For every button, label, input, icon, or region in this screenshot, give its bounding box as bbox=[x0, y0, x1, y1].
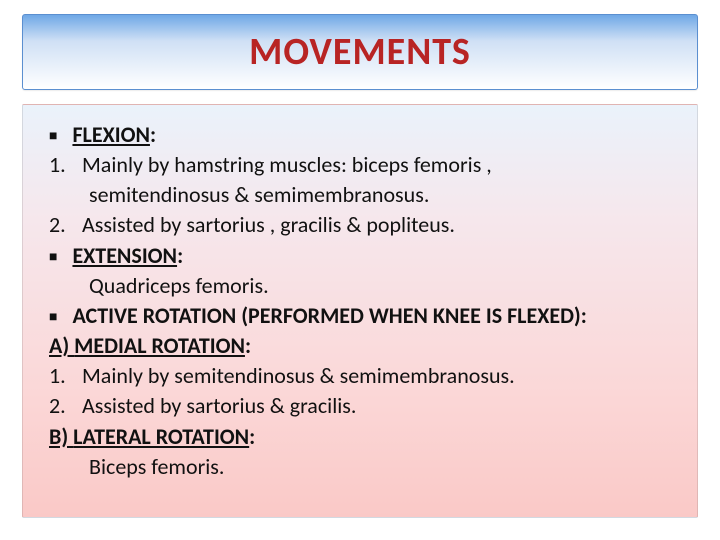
num-1: 1. bbox=[49, 151, 77, 179]
medial-item-1: 1. Mainly by semitendinosus & semimembra… bbox=[49, 362, 679, 390]
content-box: FLEXION: 1. Mainly by hamstring muscles:… bbox=[22, 104, 698, 518]
medial-colon: : bbox=[245, 332, 251, 359]
extension-colon: : bbox=[177, 242, 183, 269]
medial-heading: A) MEDIAL ROTATION: bbox=[49, 332, 679, 360]
b-prefix: B) bbox=[49, 423, 73, 450]
flexion-item-1-text: Mainly by hamstring muscles: biceps femo… bbox=[82, 151, 492, 178]
medial-item-2: 2. Assisted by sartorius & gracilis. bbox=[49, 392, 679, 420]
bullet-extension: EXTENSION: bbox=[49, 242, 679, 270]
flexion-item-2: 2. Assisted by sartorius , gracilis & po… bbox=[49, 211, 679, 239]
lateral-heading: B) LATERAL ROTATION: bbox=[49, 423, 679, 451]
title-box: MOVEMENTS bbox=[22, 14, 698, 90]
flexion-item-1: 1. Mainly by hamstring muscles: biceps f… bbox=[49, 151, 679, 179]
flexion-item-2-text: Assisted by sartorius , gracilis & popli… bbox=[82, 211, 455, 238]
slide: MOVEMENTS FLEXION: 1. Mainly by hamstrin… bbox=[0, 0, 720, 540]
a-num-1: 1. bbox=[49, 362, 77, 390]
a-prefix: A) bbox=[49, 332, 74, 359]
flexion-item-1-cont: semitendinosus & semimembranosus. bbox=[49, 181, 679, 209]
flexion-colon: : bbox=[150, 121, 156, 148]
extension-body: Quadriceps femoris. bbox=[49, 272, 679, 300]
flexion-label: FLEXION bbox=[72, 121, 149, 148]
medial-item-2-text: Assisted by sartorius & gracilis. bbox=[82, 392, 356, 419]
lateral-label: LATERAL ROTATION bbox=[73, 423, 249, 450]
lateral-body: Biceps femoris. bbox=[49, 453, 679, 481]
a-num-2: 2. bbox=[49, 392, 77, 420]
bullet-active-rotation: ACTIVE ROTATION (PERFORMED WHEN KNEE IS … bbox=[49, 302, 679, 330]
active-rotation-label: ACTIVE ROTATION (PERFORMED WHEN KNEE IS … bbox=[72, 302, 580, 329]
lateral-colon: : bbox=[249, 423, 255, 450]
title-text: MOVEMENTS bbox=[249, 29, 471, 75]
active-rotation-colon: : bbox=[581, 302, 587, 329]
medial-label: MEDIAL ROTATION bbox=[74, 332, 245, 359]
extension-label: EXTENSION bbox=[72, 242, 177, 269]
medial-item-1-text: Mainly by semitendinosus & semimembranos… bbox=[82, 362, 515, 389]
num-2: 2. bbox=[49, 211, 77, 239]
bullet-flexion: FLEXION: bbox=[49, 121, 679, 149]
